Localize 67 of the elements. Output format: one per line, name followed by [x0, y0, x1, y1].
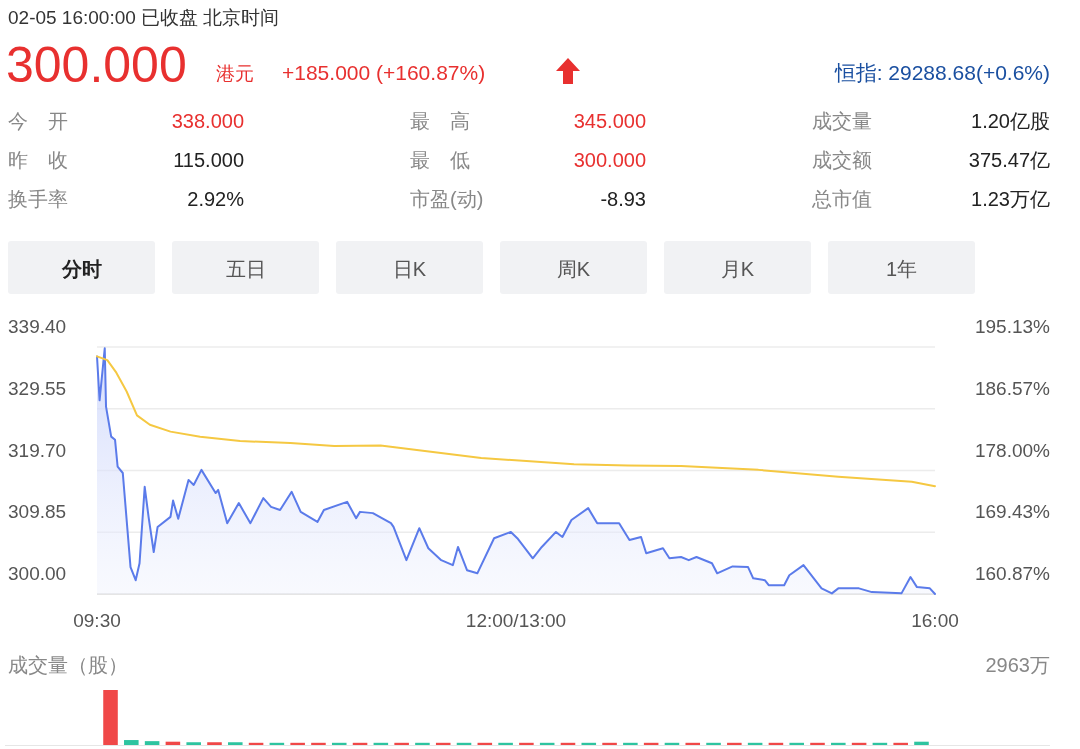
bar	[415, 742, 430, 745]
text: 1.20亿股	[971, 110, 1050, 132]
text: 周K	[556, 258, 591, 280]
bar	[831, 742, 846, 745]
text: 今 开	[8, 110, 68, 132]
text: 成交量	[812, 110, 872, 132]
x-tick-label: 12:00/13:00	[465, 610, 567, 631]
bar	[727, 742, 742, 745]
text: 市盈(动)	[410, 188, 484, 210]
bar	[893, 742, 908, 745]
bar	[789, 742, 804, 745]
x-tick-label: 16:00	[911, 610, 959, 631]
text: 昨 收	[8, 149, 68, 171]
y2-tick-label: 178.00%	[974, 439, 1051, 461]
text: 375.47亿	[968, 149, 1050, 171]
text: 最 低	[410, 149, 470, 171]
text: -8.93	[600, 188, 646, 210]
y-axis-title: 成交量（股）	[8, 654, 128, 676]
bar	[228, 742, 243, 745]
bar	[519, 742, 534, 745]
text: 115.000	[173, 149, 244, 171]
y-tick-label: 300.00	[8, 563, 67, 584]
bar	[394, 742, 409, 745]
text: 日K	[392, 258, 427, 280]
bar	[124, 740, 139, 745]
y2-tick-label: 160.87%	[974, 563, 1051, 584]
bar	[186, 742, 201, 745]
text: 港元	[216, 63, 254, 84]
y-tick-label: 319.70	[8, 439, 67, 461]
bar	[144, 741, 160, 745]
text: 分时	[60, 258, 102, 280]
text: 300.000	[573, 149, 646, 171]
text: 1年	[885, 258, 918, 280]
y2-tick-label: 195.13%	[974, 316, 1051, 337]
text: 345.000	[573, 110, 646, 132]
bar	[602, 742, 617, 745]
text: 2.92%	[187, 188, 245, 210]
bar	[311, 742, 326, 745]
bar	[103, 690, 118, 745]
text: 五日	[225, 258, 266, 280]
y-tick-label: 329.55	[8, 377, 67, 399]
text: 300.000	[6, 37, 187, 93]
text: 2963万	[985, 654, 1050, 676]
bar	[498, 742, 513, 745]
bar	[207, 742, 222, 745]
text: 338.000	[171, 110, 244, 132]
text: 月K	[720, 258, 755, 280]
bar	[331, 742, 347, 745]
bar	[914, 741, 929, 745]
text: 1.23万亿	[971, 188, 1050, 210]
text: 最 高	[410, 110, 470, 132]
y-tick-label: 309.85	[8, 501, 67, 523]
y2-tick-label: 186.57%	[974, 377, 1051, 399]
bar	[810, 742, 825, 745]
text: 成交额	[812, 149, 872, 171]
bar	[290, 742, 305, 745]
x-tick-label: 09:30	[73, 610, 121, 631]
bar	[706, 742, 721, 745]
text: 换手率	[8, 188, 68, 210]
y-tick-label: 339.40	[8, 316, 67, 337]
bar	[623, 742, 638, 745]
text: 总市值	[811, 188, 872, 210]
y2-tick-label: 169.43%	[974, 501, 1051, 523]
text: 恒指: 29288.68(+0.6%)	[833, 61, 1050, 84]
text: 02-05 16:00:00 已收盘 北京时间	[8, 7, 280, 28]
text: +185.000 (+160.87%)	[282, 61, 486, 84]
bar	[685, 742, 701, 745]
